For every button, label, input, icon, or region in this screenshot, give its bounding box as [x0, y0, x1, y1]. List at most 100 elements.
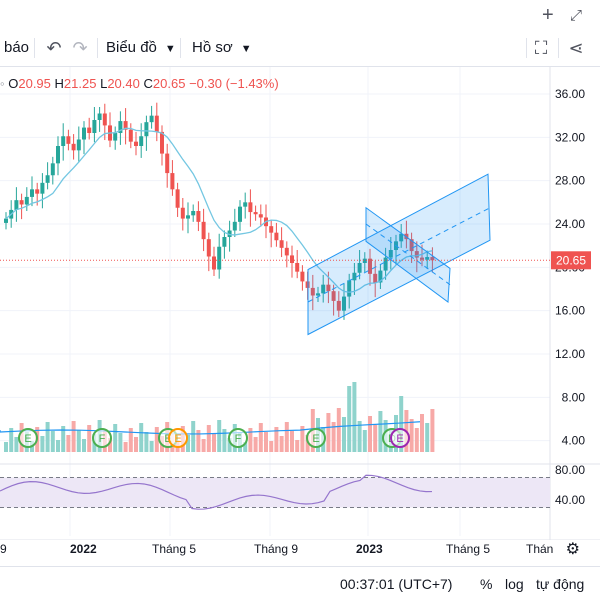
volume-bar	[139, 423, 144, 452]
chart-toolbar: báo ↶ ↷ Biểu đồ ▼ Hồ sơ ▼ ⛶ ⋖	[0, 30, 600, 67]
candle-body	[206, 239, 211, 257]
candle-body	[352, 272, 357, 281]
window-bar: + ⤢	[0, 0, 600, 30]
volume-bar	[425, 423, 430, 452]
volume-bar	[430, 409, 435, 452]
time-label: 9	[0, 542, 7, 556]
fullscreen-icon[interactable]: ⛶	[534, 38, 548, 58]
price-chart[interactable]: 36.0032.0028.0024.0020.0016.0012.008.004…	[0, 67, 600, 540]
gear-icon[interactable]: ⚙	[565, 541, 580, 558]
candle-body	[102, 113, 107, 126]
candle-body	[243, 202, 248, 207]
time-label: Tháng 5	[446, 542, 491, 556]
chart-type-dropdown[interactable]: Biểu đồ ▼	[106, 30, 176, 66]
volume-bar	[279, 436, 284, 452]
high-value: 21.25	[63, 76, 97, 91]
event-marker	[228, 428, 248, 448]
expand-icon[interactable]: ⤢	[570, 7, 583, 24]
event-marker	[390, 428, 410, 448]
candle-body	[45, 175, 50, 183]
volume-bar	[264, 432, 268, 452]
redo-icon[interactable]: ↷	[72, 38, 88, 58]
bottom-bar: 00:37:01 (UTC+7) % log tự động	[0, 566, 600, 601]
volume-bar	[414, 428, 419, 452]
candle-body	[326, 284, 331, 292]
chevron-down-icon: ▼	[164, 43, 176, 55]
open-label: O	[8, 76, 19, 91]
chart-type-label: Biểu đồ	[106, 39, 157, 56]
volume-bar	[284, 422, 289, 452]
candle-body	[154, 115, 159, 132]
last-price-label: 20.65	[556, 253, 586, 267]
profile-dropdown[interactable]: Hồ sơ ▼	[192, 30, 252, 66]
candle-body	[128, 129, 133, 142]
candle-body	[165, 153, 170, 174]
price-tick-label: 36.00	[555, 87, 585, 101]
candle-body	[180, 207, 185, 219]
candle-body	[149, 115, 154, 123]
volume-bar	[342, 417, 346, 452]
candle-body	[290, 255, 294, 263]
volume-bar	[144, 432, 149, 452]
volume-bar	[243, 442, 248, 452]
price-tick-label: 16.00	[555, 304, 585, 318]
percent-toggle[interactable]: %	[480, 576, 493, 592]
candle-body	[144, 122, 149, 137]
time-axis[interactable]: 9 2022 Tháng 5 Tháng 9 2023 Tháng 5 Thán	[0, 540, 554, 560]
candle-body	[97, 113, 102, 120]
candle-body	[399, 233, 404, 242]
candle-body	[76, 139, 81, 151]
candle-body	[373, 273, 378, 283]
candle-body	[425, 257, 430, 260]
volume-bar	[134, 437, 138, 452]
volume-bar	[222, 429, 227, 452]
price-tick-label: 12.00	[555, 347, 585, 361]
volume-bar	[352, 382, 357, 452]
moving-average-line	[5, 127, 433, 293]
candle-body	[35, 189, 40, 194]
event-marker-label: E	[164, 433, 171, 445]
candle-body	[430, 257, 435, 261]
log-toggle[interactable]: log	[505, 576, 524, 592]
volume-bar	[56, 440, 60, 452]
event-marker	[92, 428, 112, 448]
share-icon[interactable]: ⋖	[568, 38, 584, 58]
candle-body	[357, 263, 362, 273]
volume-bar	[331, 422, 336, 452]
price-tick-label: 28.00	[555, 174, 585, 188]
rsi-band	[0, 477, 550, 508]
volume-bar	[378, 411, 383, 452]
volume-bar	[4, 442, 8, 452]
legend-dot-icon: ◦	[0, 76, 5, 91]
time-label: Thán	[526, 542, 554, 556]
volume-bar	[61, 426, 66, 452]
volume-bar	[206, 425, 211, 452]
candle-body	[388, 250, 393, 258]
event-marker-label: F	[235, 433, 242, 445]
descending-channel	[365, 206, 451, 303]
volume-bar	[326, 413, 331, 452]
candle-body	[378, 270, 383, 283]
last-price-badge	[551, 251, 591, 270]
candle-body	[217, 246, 222, 270]
volume-bar	[212, 434, 216, 452]
candle-body	[118, 121, 123, 133]
event-marker-label: E	[396, 433, 403, 445]
low-value: 20.40	[107, 76, 140, 91]
plus-icon[interactable]: +	[542, 4, 554, 26]
profile-label: Hồ sơ	[192, 39, 233, 56]
candle-body	[4, 218, 8, 223]
candle-body	[362, 258, 367, 263]
candle-body	[300, 271, 305, 282]
candle-body	[284, 247, 289, 256]
auto-toggle[interactable]: tự động	[536, 576, 585, 592]
candle-body	[414, 251, 419, 258]
rsi-tick-label: 80.00	[555, 463, 585, 477]
candle-body	[420, 257, 424, 260]
candle-body	[201, 221, 206, 240]
clock-timezone[interactable]: 00:37:01 (UTC+7)	[340, 576, 453, 592]
volume-bar	[336, 408, 341, 452]
event-marker-label: E	[24, 433, 31, 445]
alert-button[interactable]: báo	[4, 39, 30, 56]
undo-icon[interactable]: ↶	[46, 38, 62, 58]
